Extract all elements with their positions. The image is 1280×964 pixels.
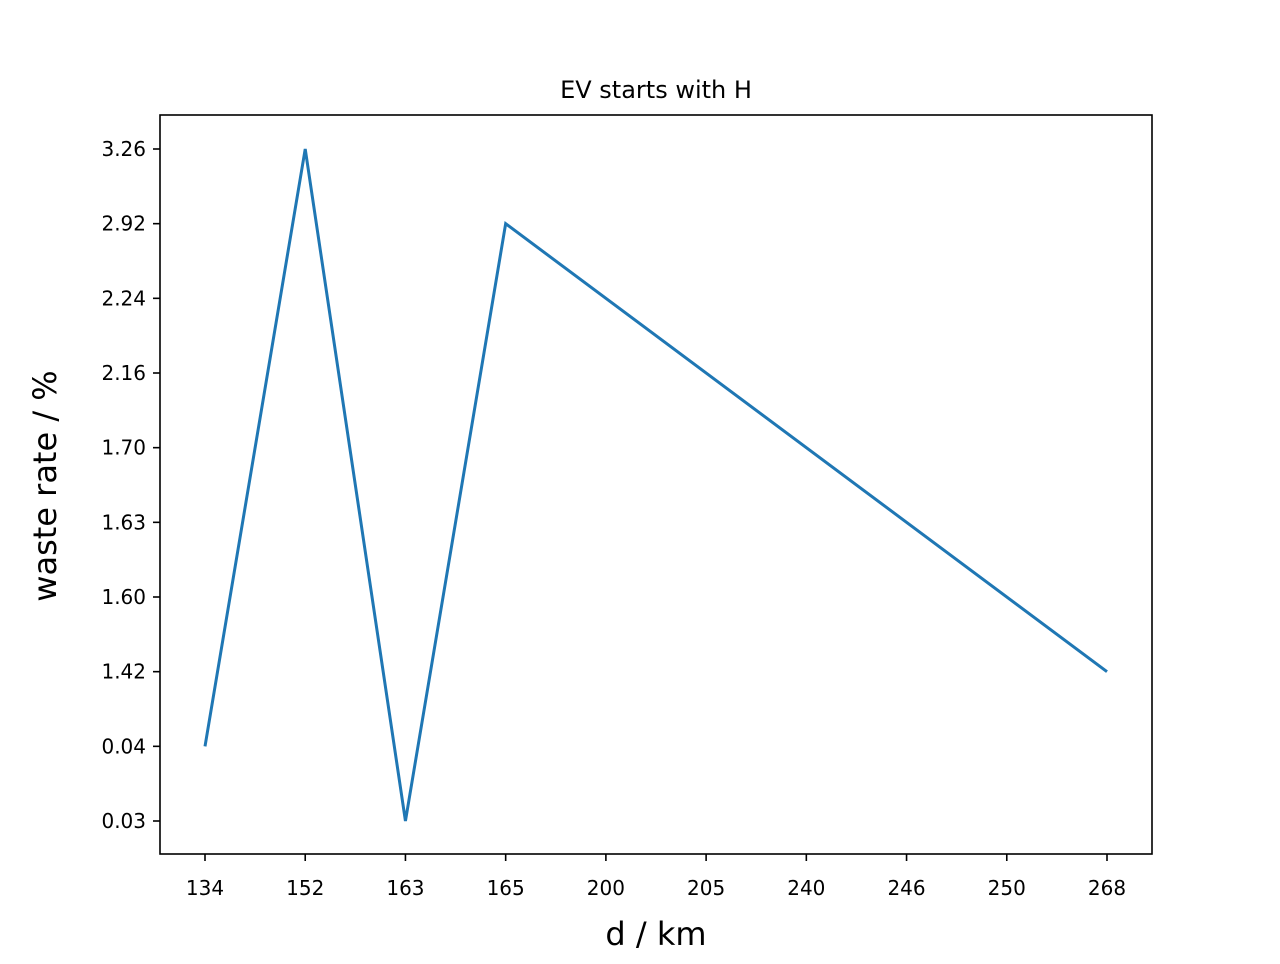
y-tick-label: 2.16 bbox=[101, 361, 146, 385]
x-tick-label: 250 bbox=[988, 876, 1026, 900]
x-tick-label: 240 bbox=[787, 876, 825, 900]
y-axis-label: waste rate / % bbox=[26, 370, 64, 601]
x-axis: 134 152 163 165 200 205 240 246 250 268 bbox=[186, 854, 1126, 900]
x-tick-label: 200 bbox=[587, 876, 625, 900]
x-tick-label: 134 bbox=[186, 876, 224, 900]
y-axis: 0.03 0.04 1.42 1.60 1.63 1.70 2.16 2.24 2.92 3.26 bbox=[101, 137, 160, 833]
x-tick-label: 165 bbox=[487, 876, 525, 900]
y-tick-label: 1.70 bbox=[101, 436, 146, 460]
y-tick-label: 0.04 bbox=[101, 734, 146, 758]
y-tick-label: 2.24 bbox=[101, 286, 146, 310]
series-line bbox=[203, 148, 1108, 822]
x-axis-label: d / km bbox=[605, 915, 706, 953]
chart-title: EV starts with H bbox=[560, 76, 752, 104]
y-tick-label: 1.42 bbox=[101, 660, 146, 684]
x-tick-label: 246 bbox=[887, 876, 925, 900]
x-tick-label: 268 bbox=[1088, 876, 1126, 900]
x-tick-label: 163 bbox=[386, 876, 424, 900]
y-tick-label: 1.60 bbox=[101, 585, 146, 609]
y-tick-label: 0.03 bbox=[101, 809, 146, 833]
y-tick-label: 1.63 bbox=[101, 510, 146, 534]
y-tick-label: 2.92 bbox=[101, 212, 146, 236]
x-tick-label: 205 bbox=[687, 876, 725, 900]
x-tick-label: 152 bbox=[286, 876, 324, 900]
axes-frame bbox=[159, 114, 1153, 855]
y-tick-label: 3.26 bbox=[101, 137, 146, 161]
plot-area bbox=[203, 148, 1108, 822]
